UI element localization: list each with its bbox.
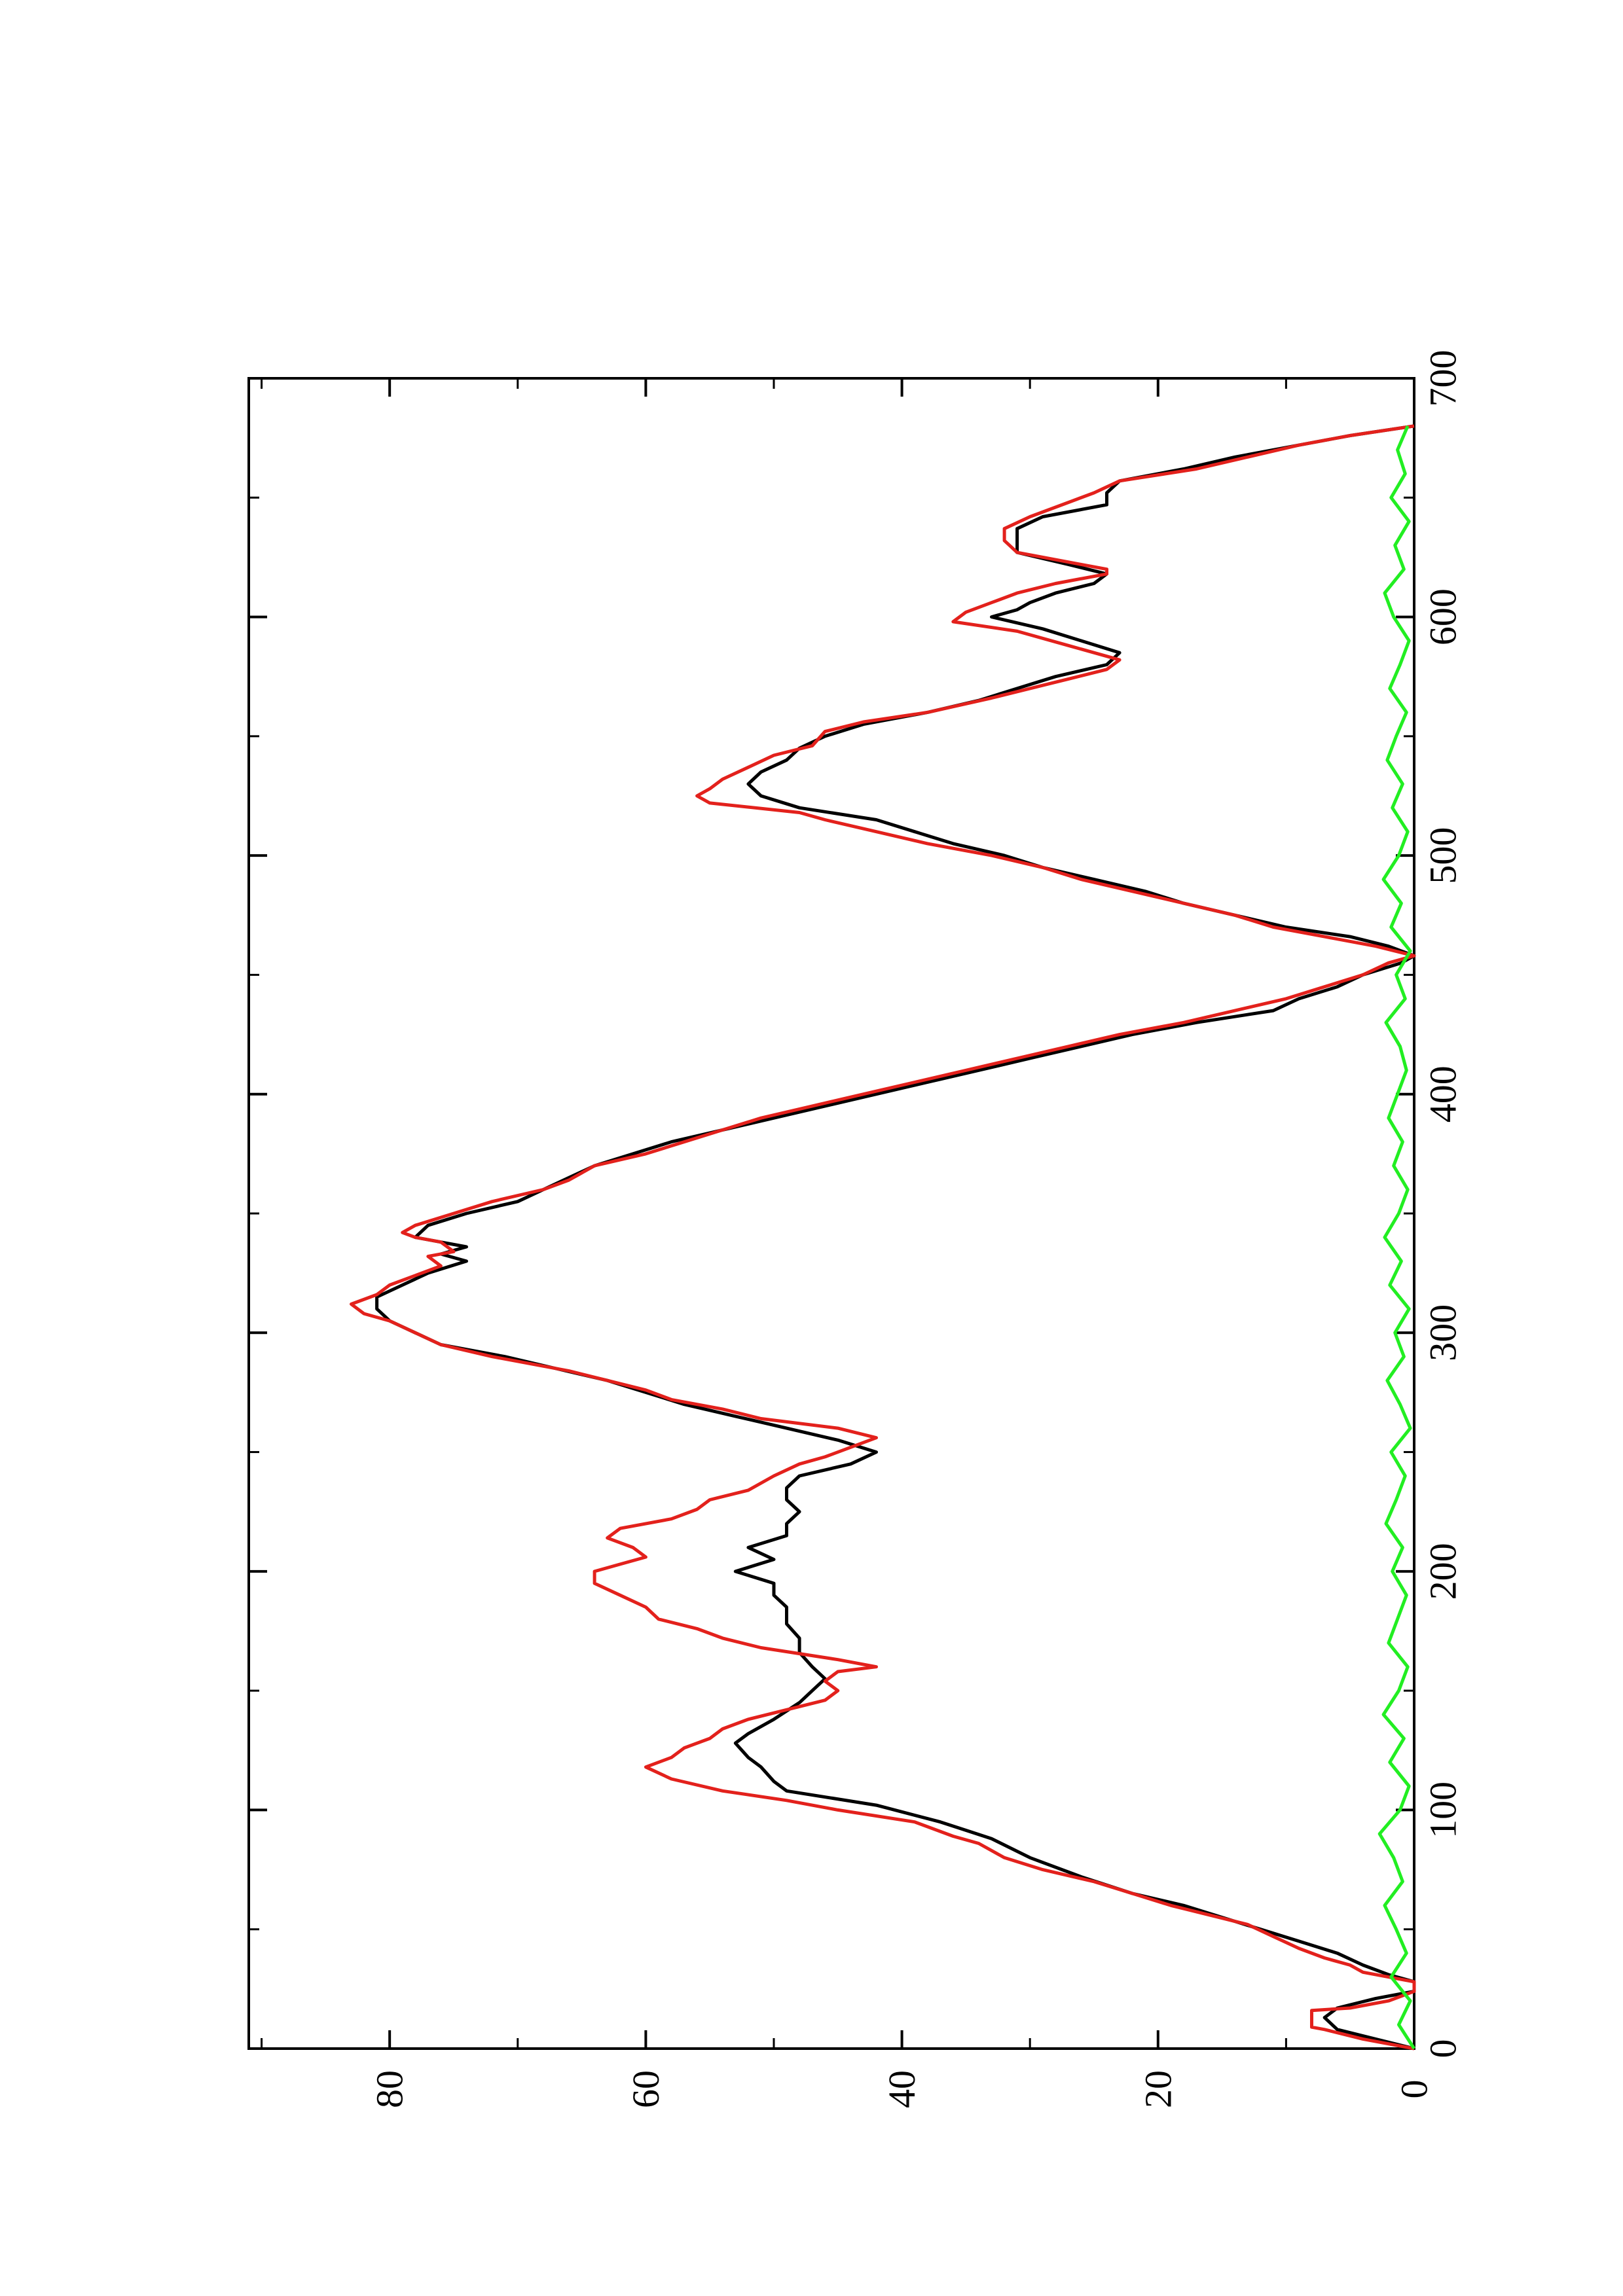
- y-tick-label: 40: [881, 2070, 923, 2108]
- x-tick-label: 400: [1422, 1066, 1465, 1122]
- x-tick-label: 100: [1422, 1782, 1465, 1839]
- data-series: [350, 424, 1416, 2051]
- x-tick-label: 500: [1422, 827, 1465, 884]
- x-tick-label: 0: [1422, 2039, 1465, 2058]
- y-tick-label: 60: [625, 2070, 667, 2108]
- y-tick-label: 20: [1137, 2070, 1179, 2108]
- axis-ticks: 0 100 200 300 400 500 600 700 0 20 40 60 80: [249, 350, 1465, 2108]
- x-tick-label: 600: [1422, 588, 1465, 645]
- x-tick-label: 300: [1422, 1304, 1465, 1361]
- y-tick-label: 80: [369, 2070, 411, 2108]
- series-line-3: [1377, 425, 1416, 2050]
- x-tick-label: 200: [1422, 1543, 1465, 1600]
- y-tick-label: 0: [1393, 2080, 1436, 2099]
- series-line-1: [375, 424, 1416, 2051]
- series-line-2: [350, 424, 1416, 2051]
- x-tick-label: 700: [1422, 350, 1465, 407]
